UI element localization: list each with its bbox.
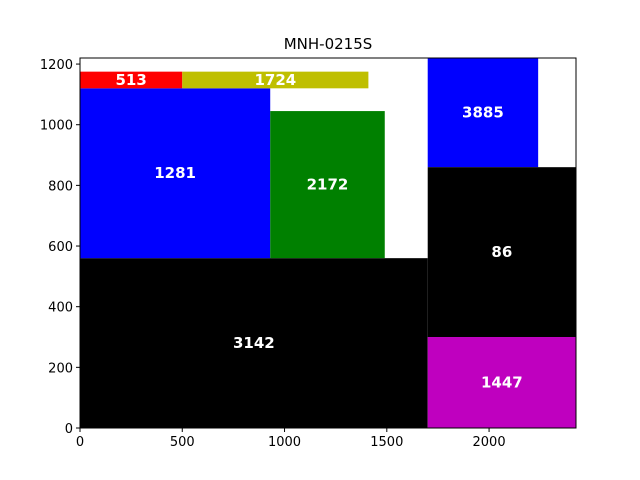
y-tick-label: 0 — [65, 422, 73, 437]
treemap-rect-1447 — [427, 337, 576, 428]
x-tick-label: 500 — [170, 435, 195, 450]
treemap-label-1724: 1724 — [254, 71, 296, 89]
y-axis-ticks: 0 200 400 600 800 1000 1200 — [40, 58, 80, 437]
treemap-label-3885: 3885 — [462, 104, 504, 122]
treemap-rect-2172 — [270, 111, 385, 259]
y-tick-label: 200 — [48, 361, 73, 376]
plot-frame — [79, 57, 577, 429]
treemap-label-513: 513 — [115, 71, 146, 89]
treemap-rect-86 — [427, 167, 576, 338]
rectangles-group: 3142 1281 2172 513 1724 3885 86 1447 — [80, 58, 576, 428]
treemap-rect-1281 — [80, 88, 271, 259]
treemap-label-2172: 2172 — [307, 176, 349, 194]
treemap-label-86: 86 — [491, 243, 512, 261]
y-tick-label: 1000 — [40, 119, 73, 134]
y-tick-label: 1200 — [40, 58, 73, 73]
x-tick-label: 1000 — [268, 435, 301, 450]
treemap-rect-513 — [80, 71, 183, 89]
treemap-rect-3142 — [80, 258, 428, 428]
y-tick-label: 400 — [48, 301, 73, 316]
treemap-rect-1724 — [182, 71, 369, 89]
x-tick-label: 2000 — [473, 435, 506, 450]
chart-title: MNH-0215S — [284, 35, 373, 53]
treemap-label-3142: 3142 — [233, 334, 275, 352]
x-axis-ticks: 0 500 1000 1500 2000 — [76, 428, 506, 450]
x-tick-label: 1500 — [370, 435, 403, 450]
x-tick-label: 0 — [76, 435, 84, 450]
treemap-label-1447: 1447 — [481, 374, 523, 392]
treemap-rect-3885 — [427, 58, 539, 168]
treemap-label-1281: 1281 — [154, 164, 196, 182]
y-tick-label: 800 — [48, 179, 73, 194]
y-tick-label: 600 — [48, 240, 73, 255]
